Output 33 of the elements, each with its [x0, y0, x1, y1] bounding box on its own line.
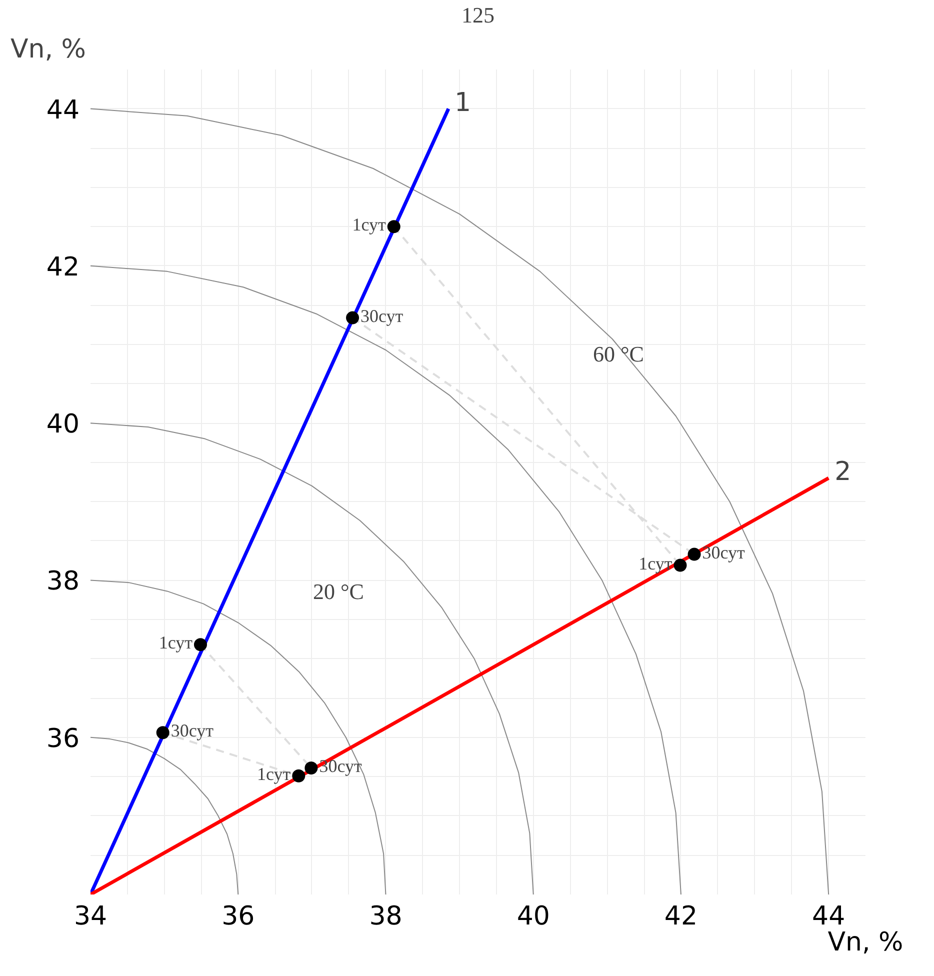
series-label: 2: [834, 457, 852, 488]
annotation: 1сут: [352, 214, 386, 235]
chart-title: 125: [462, 2, 494, 28]
x-tick-label: 34: [74, 902, 108, 932]
point: [304, 762, 318, 774]
y-tick-label: 44: [46, 95, 80, 126]
line-series: [90, 422, 534, 894]
x-tick-label: 36: [222, 902, 255, 932]
annotation: 30сут: [702, 542, 746, 562]
line-series: [90, 265, 682, 894]
point: [688, 548, 701, 561]
annotation: 30сут: [360, 306, 404, 326]
y-tick-label: 36: [46, 724, 80, 754]
point: [194, 638, 207, 652]
annotation: 30сут: [170, 720, 214, 741]
x-tick-label: 38: [369, 902, 402, 932]
x-tick-label: 40: [516, 902, 550, 932]
y-tick-label: 38: [46, 566, 80, 597]
point: [674, 558, 687, 572]
point: [387, 220, 400, 234]
point: [292, 769, 306, 782]
y-tick-label: 40: [46, 410, 80, 440]
point: [156, 726, 170, 740]
annotation: 1сут: [158, 632, 193, 653]
line-series: [90, 580, 386, 894]
y-tick-label: 42: [46, 252, 80, 282]
point: [346, 311, 360, 324]
annotation: 20 °C: [313, 579, 364, 604]
annotation: 1сут: [638, 553, 672, 574]
annotation: 1сут: [257, 764, 291, 784]
series-label: 1: [454, 88, 472, 118]
y-axis-title: Vn, %: [10, 34, 86, 64]
x-tick-label: 42: [664, 902, 698, 932]
